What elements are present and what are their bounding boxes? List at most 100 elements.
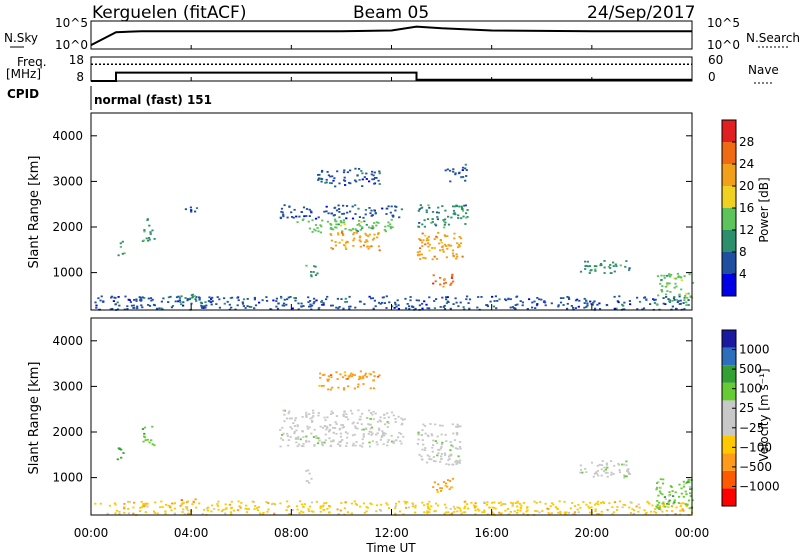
power-cell [441, 248, 445, 251]
power-cell [536, 303, 539, 305]
power-cell [540, 298, 543, 301]
velocity-cell [603, 466, 606, 469]
power-ylabel: Slant Range [km] [27, 156, 42, 269]
power-cell [666, 282, 669, 285]
velocity-cell [519, 509, 522, 512]
power-cell [451, 249, 455, 252]
velocity-cell [670, 505, 673, 508]
velocity-cell [498, 511, 501, 514]
velocity-cell [394, 512, 397, 515]
power-cell [394, 205, 397, 208]
velocity-cell [348, 375, 351, 378]
power-cell [195, 296, 198, 298]
power-cell [623, 308, 626, 311]
power-cell [112, 300, 115, 302]
power-cell [385, 295, 388, 298]
velocity-cell [439, 460, 442, 463]
power-cell [451, 275, 454, 278]
velocity-cell [371, 440, 374, 443]
velocity-cell [229, 511, 232, 514]
velocity-cell [493, 507, 496, 509]
velocity-cell [346, 377, 349, 380]
velocity-cell [191, 503, 194, 506]
power-cell [392, 215, 395, 218]
velocity-cell [201, 513, 204, 515]
velocity-cell [368, 372, 371, 375]
power-cell [677, 276, 680, 279]
power-cell [665, 293, 668, 296]
velocity-cell [448, 455, 451, 458]
power-cell [421, 245, 424, 247]
power-cell [619, 264, 622, 267]
velocity-cell [322, 426, 325, 429]
velocity-cell [447, 459, 450, 461]
velocity-cell [488, 506, 491, 509]
power-cell [330, 239, 333, 242]
velocity-cell [302, 436, 305, 439]
velocity-cell [440, 487, 443, 490]
power-cell [682, 302, 685, 304]
velocity-cell [283, 413, 286, 416]
power-cell [141, 306, 144, 309]
velocity-cell [483, 509, 486, 512]
velocity-cell [295, 429, 298, 432]
velocity-cell [666, 502, 669, 505]
velocity-cell [632, 512, 635, 515]
velocity-cell [421, 429, 424, 431]
velocity-cell [301, 430, 304, 433]
power-cell [659, 282, 662, 285]
velocity-cell [605, 462, 608, 465]
power-cell [427, 239, 430, 241]
power-cell [669, 291, 672, 293]
power-cell [690, 296, 693, 298]
power-cell [342, 219, 345, 222]
velocity-cell [306, 425, 309, 428]
velocity-cell [618, 471, 621, 474]
power-cell [598, 302, 601, 305]
power-cell [352, 245, 355, 247]
velocity-cell [368, 430, 371, 433]
power-cell [432, 274, 435, 277]
power-cell [388, 301, 391, 304]
power-cell [314, 217, 318, 220]
velocity-cell [305, 435, 308, 438]
velocity-cell [370, 431, 373, 433]
power-cell [335, 220, 338, 223]
power-region [141, 218, 156, 242]
power-cell [286, 216, 289, 219]
velocity-cell [326, 427, 329, 429]
power-cell [443, 278, 446, 280]
power-cell [190, 209, 193, 211]
power-cell [327, 212, 330, 215]
power-cell [333, 218, 337, 221]
velocity-cell [352, 373, 355, 376]
velocity-cell [317, 437, 320, 439]
power-cell [396, 299, 399, 302]
velocity-cell [302, 443, 305, 445]
velocity-cell [127, 508, 130, 510]
power-cell [320, 180, 323, 183]
power-cell [236, 296, 239, 299]
velocity-cell [142, 503, 145, 505]
velocity-cell [445, 440, 448, 442]
power-cell [417, 299, 420, 302]
power-cell [337, 223, 340, 226]
velocity-cell [504, 503, 507, 506]
power-cell [453, 212, 456, 214]
velocity-cell [679, 505, 682, 507]
velocity-cell [342, 426, 345, 428]
power-cell [336, 170, 339, 173]
velocity-cell [687, 499, 691, 502]
power-cell [335, 223, 338, 226]
power-cell [169, 295, 172, 298]
velocity-cell [139, 506, 142, 509]
power-cell [253, 307, 256, 310]
velocity-cell [662, 502, 665, 505]
velocity-cell [507, 513, 510, 516]
velocity-cell [353, 433, 356, 436]
velocity-cell [522, 512, 525, 515]
power-cell [371, 178, 374, 181]
velocity-colorbar-tick-label: −500 [739, 460, 772, 474]
velocity-cell [380, 503, 383, 506]
velocity-cell [404, 502, 407, 505]
